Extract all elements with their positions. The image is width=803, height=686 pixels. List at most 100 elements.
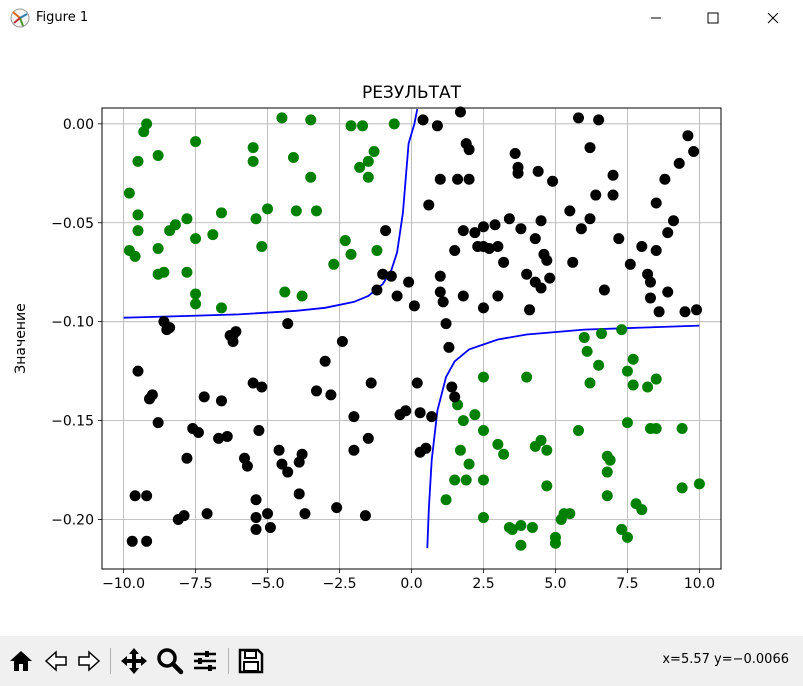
data-point — [391, 290, 403, 302]
y-tick-label: −0.05 — [51, 216, 94, 232]
x-axis-ticks: −10.0 −7.5 −5.0 −2.5 0.0 2.5 5.0 7.5 10.0 — [102, 569, 715, 592]
pan-button[interactable] — [118, 645, 150, 677]
x-tick-label: −5.0 — [251, 576, 285, 592]
data-point — [575, 223, 587, 235]
data-point — [152, 149, 164, 161]
data-point — [132, 225, 144, 237]
data-point — [454, 444, 466, 456]
close-button[interactable] — [750, 0, 796, 36]
subplots-button[interactable] — [189, 645, 221, 677]
data-point — [469, 227, 481, 239]
data-point — [541, 444, 553, 456]
data-point — [477, 221, 489, 233]
data-point — [673, 157, 685, 169]
data-point — [449, 474, 461, 486]
back-button[interactable] — [40, 645, 72, 677]
data-point — [273, 444, 285, 456]
data-point — [299, 508, 311, 520]
data-point — [377, 268, 389, 280]
data-point — [650, 373, 662, 385]
maximize-button[interactable] — [690, 0, 736, 36]
data-point — [644, 276, 656, 288]
data-point — [362, 155, 374, 167]
data-point — [256, 240, 268, 252]
data-point — [604, 454, 616, 466]
data-point — [590, 189, 602, 201]
data-point — [253, 425, 265, 437]
data-point — [247, 155, 259, 167]
data-point — [336, 335, 348, 347]
data-point — [572, 425, 584, 437]
data-point — [457, 415, 469, 427]
data-point — [521, 268, 533, 280]
data-point — [371, 284, 383, 296]
data-point — [141, 118, 153, 130]
data-point — [420, 442, 432, 454]
fit-curve — [426, 324, 700, 549]
zoom-icon — [157, 648, 184, 675]
data-point — [598, 284, 610, 296]
data-point — [452, 173, 464, 185]
data-point — [555, 514, 567, 526]
data-point — [601, 466, 613, 478]
home-button[interactable] — [5, 645, 37, 677]
minimize-button[interactable] — [633, 0, 679, 36]
data-point — [682, 130, 694, 142]
data-point — [181, 452, 193, 464]
data-point — [123, 187, 135, 199]
data-point — [190, 233, 202, 245]
close-icon — [767, 12, 779, 24]
zoom-button[interactable] — [154, 645, 186, 677]
data-point — [509, 148, 521, 160]
data-point — [126, 535, 138, 547]
data-point — [653, 306, 665, 318]
data-point — [463, 173, 475, 185]
data-point — [310, 385, 322, 397]
data-point — [423, 199, 435, 211]
forward-button[interactable] — [73, 645, 105, 677]
data-point — [385, 270, 397, 282]
data-point — [662, 286, 674, 298]
save-icon — [238, 648, 264, 674]
data-point — [417, 114, 429, 126]
data-point — [371, 244, 383, 256]
back-icon — [44, 650, 67, 672]
figure-canvas[interactable]: РЕЗУЛЬТАТ −10.0 −7.5 −5.0 −2.5 0.0 2.5 5.0 7.5 1… — [0, 36, 803, 636]
data-point — [624, 258, 636, 270]
data-point — [572, 112, 584, 124]
x-tick-label: 10.0 — [684, 576, 715, 592]
y-axis-label: Значение — [13, 303, 29, 373]
data-point — [178, 510, 190, 522]
window-title: Figure 1 — [36, 10, 89, 25]
data-point — [141, 535, 153, 547]
data-point — [564, 205, 576, 217]
maximize-icon — [707, 12, 719, 24]
data-point — [477, 302, 489, 314]
data-point — [190, 136, 202, 148]
data-point — [305, 114, 317, 126]
cursor-coordinates: x=5.57 y=−0.0066 — [662, 652, 789, 667]
data-point — [446, 381, 458, 393]
data-point — [463, 458, 475, 470]
data-point — [449, 244, 461, 256]
data-point — [616, 324, 628, 336]
data-point — [642, 381, 654, 393]
data-point — [492, 240, 504, 252]
data-point — [325, 389, 337, 401]
data-point — [627, 379, 639, 391]
data-point — [621, 365, 633, 377]
data-point — [129, 490, 141, 502]
data-point — [693, 478, 705, 490]
data-point — [584, 377, 596, 389]
save-button[interactable] — [235, 645, 267, 677]
data-point — [434, 173, 446, 185]
data-points — [123, 106, 705, 551]
data-point — [414, 407, 426, 419]
data-point — [676, 423, 688, 435]
data-point — [215, 302, 227, 314]
data-point — [515, 223, 527, 235]
data-point — [498, 448, 510, 460]
data-point — [207, 229, 219, 241]
data-point — [368, 146, 380, 158]
data-point — [256, 381, 268, 393]
